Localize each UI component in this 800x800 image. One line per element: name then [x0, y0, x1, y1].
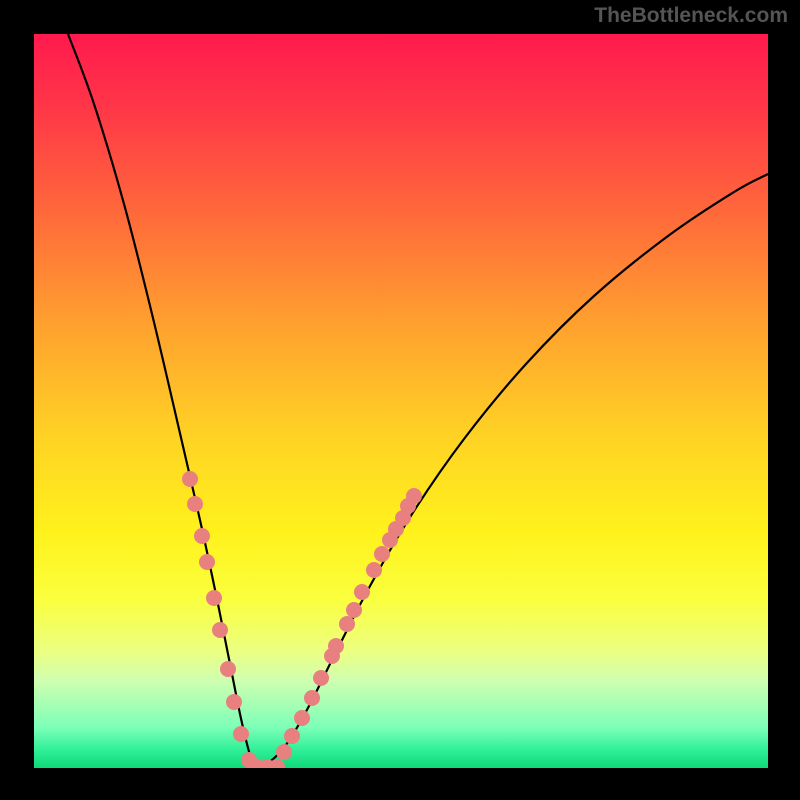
data-marker — [276, 744, 292, 760]
watermark-text: TheBottleneck.com — [594, 4, 788, 28]
left-curve — [68, 34, 259, 768]
data-marker — [199, 554, 215, 570]
data-marker — [226, 694, 242, 710]
data-marker — [366, 562, 382, 578]
data-marker — [374, 546, 390, 562]
plot-area — [34, 34, 768, 768]
data-marker — [313, 670, 329, 686]
data-marker — [233, 726, 249, 742]
data-marker — [187, 496, 203, 512]
data-markers — [182, 471, 422, 768]
data-marker — [304, 690, 320, 706]
data-marker — [220, 661, 236, 677]
data-marker — [206, 590, 222, 606]
data-marker — [194, 528, 210, 544]
data-marker — [339, 616, 355, 632]
data-marker — [354, 584, 370, 600]
right-curve — [259, 174, 768, 768]
chart-curves — [34, 34, 768, 768]
data-marker — [346, 602, 362, 618]
data-marker — [182, 471, 198, 487]
data-marker — [212, 622, 228, 638]
data-marker — [284, 728, 300, 744]
data-marker — [294, 710, 310, 726]
chart-container: TheBottleneck.com — [0, 0, 800, 800]
data-marker — [406, 488, 422, 504]
data-marker — [328, 638, 344, 654]
